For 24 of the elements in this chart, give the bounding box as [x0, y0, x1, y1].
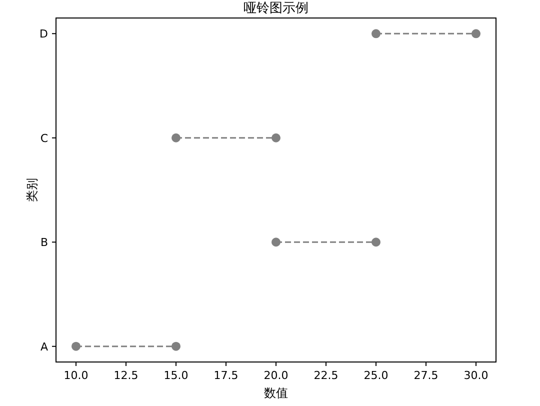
point — [372, 238, 380, 247]
point — [272, 238, 280, 247]
x-tick-label: 22.5 — [314, 369, 338, 382]
x-tick-label: 15.0 — [164, 369, 188, 382]
chart-title: 哑铃图示例 — [244, 1, 308, 16]
x-tick-label: 25.0 — [364, 369, 388, 382]
point — [472, 29, 480, 38]
x-axis-title: 数值 — [264, 386, 288, 400]
y-tick-label: C — [40, 132, 48, 145]
point — [372, 29, 380, 38]
y-tick-label: B — [40, 236, 48, 250]
point — [272, 133, 280, 142]
x-tick-label: 30.0 — [464, 369, 488, 382]
x-tick-label: 12.5 — [114, 369, 138, 382]
point — [172, 133, 180, 142]
y-axis-title: 类别 — [25, 178, 39, 202]
x-tick-label: 10.0 — [64, 369, 88, 382]
y-tick-label: D — [40, 28, 48, 41]
x-tick-label: 20.0 — [264, 369, 288, 382]
x-tick-label: 17.5 — [214, 369, 238, 382]
point — [72, 342, 80, 351]
x-tick-label: 27.5 — [414, 369, 438, 382]
y-tick-label: A — [40, 340, 48, 354]
point — [172, 342, 180, 351]
